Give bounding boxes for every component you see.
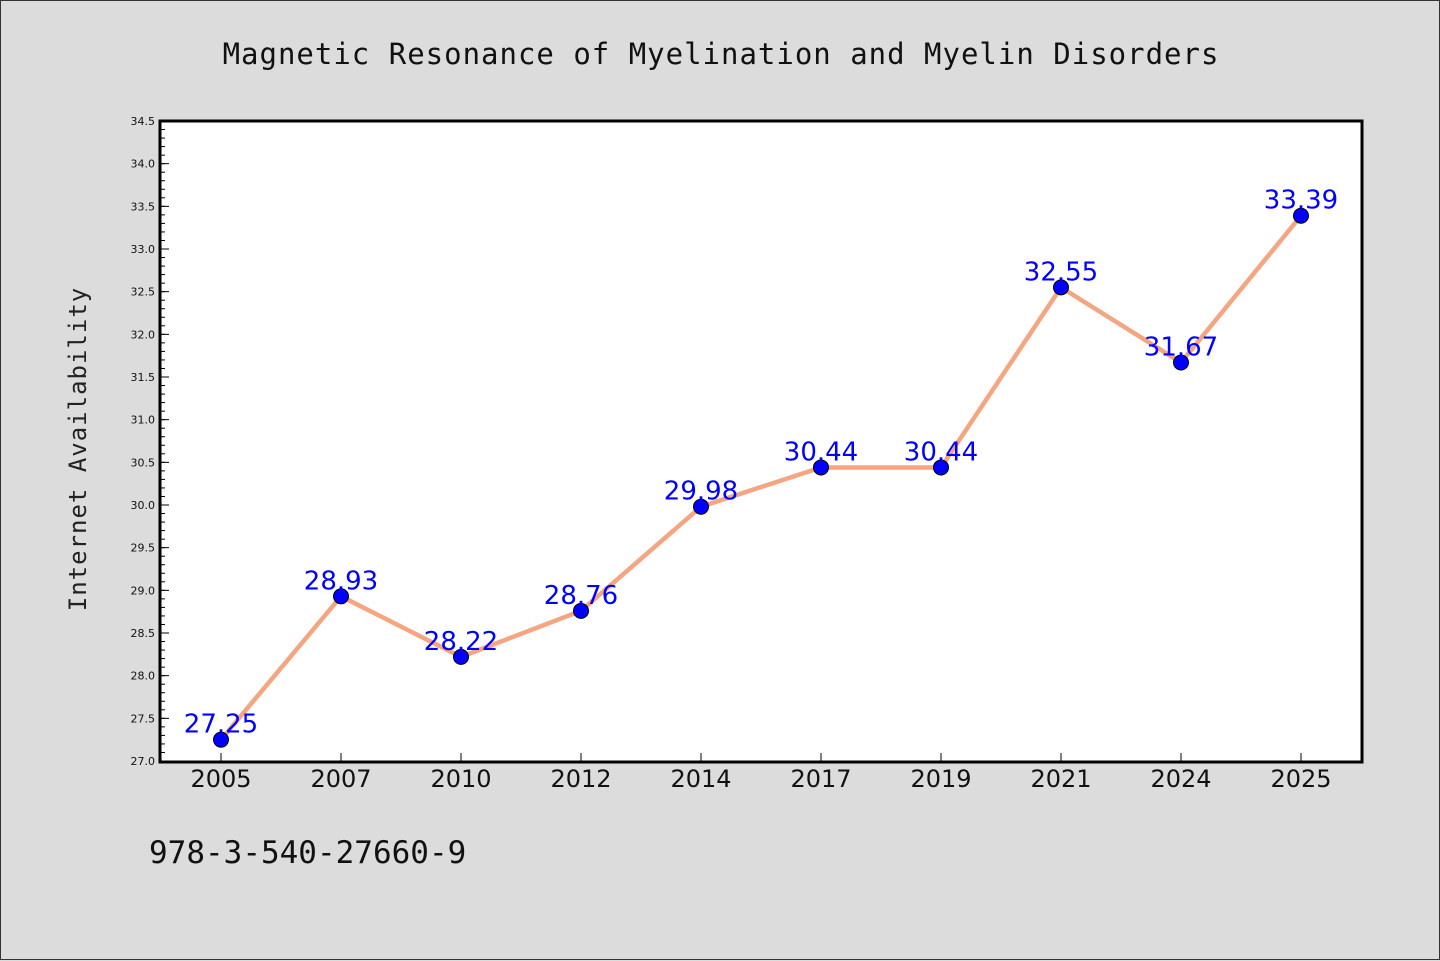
y-tick-label: 29.0 xyxy=(131,584,156,597)
x-tick-label: 2024 xyxy=(1150,765,1211,793)
x-tick-label: 2010 xyxy=(430,765,491,793)
y-tick-label: 31.5 xyxy=(131,371,156,384)
y-tick-label: 28.5 xyxy=(131,627,156,640)
y-tick-label: 31.0 xyxy=(131,414,156,427)
data-point xyxy=(1173,354,1189,371)
data-point xyxy=(813,459,829,476)
series-line xyxy=(219,214,1303,742)
data-label: 30.44 xyxy=(904,437,978,467)
data-label: 27.25 xyxy=(184,710,258,740)
data-label: 32.55 xyxy=(1024,257,1098,287)
x-tick-label: 2021 xyxy=(1030,765,1091,793)
y-tick-label: 27.0 xyxy=(131,755,156,768)
data-label: 33.39 xyxy=(1264,186,1338,216)
series-group xyxy=(213,207,1309,748)
x-tick-label: 2014 xyxy=(670,765,731,793)
data-label: 28.76 xyxy=(544,581,618,611)
data-label: 28.93 xyxy=(304,566,378,596)
data-point xyxy=(453,648,469,665)
data-label: 28.22 xyxy=(424,627,498,657)
plot-area xyxy=(158,119,1364,764)
y-tick-label: 32.5 xyxy=(131,286,156,299)
y-tick-label: 33.5 xyxy=(131,200,156,213)
x-tick-label: 2005 xyxy=(190,765,251,793)
isbn-footnote: 978-3-540-27660-9 xyxy=(149,835,467,871)
y-tick-label: 33.0 xyxy=(131,243,156,256)
y-axis-label: Internet Availability xyxy=(64,287,92,611)
data-point xyxy=(333,588,349,605)
y-tick-label: 32.0 xyxy=(131,328,156,341)
data-point xyxy=(1293,207,1309,224)
y-tick-label: 28.0 xyxy=(131,670,156,683)
x-tick-label: 2019 xyxy=(910,765,971,793)
y-tick-label: 30.0 xyxy=(131,499,156,512)
x-axis-ticks: 2005 2007 2010 2012 2014 2017 2019 2021 2024 2025 xyxy=(190,753,1332,793)
data-label: 30.44 xyxy=(784,437,858,467)
data-point xyxy=(213,731,229,748)
y-tick-label: 30.5 xyxy=(131,456,156,469)
x-tick-label: 2007 xyxy=(310,765,371,793)
y-tick-label: 34.0 xyxy=(131,158,156,171)
y-tick-label: 27.5 xyxy=(131,712,156,725)
data-label: 29.98 xyxy=(664,477,738,507)
y-tick-label: 34.5 xyxy=(131,115,156,128)
x-tick-label: 2025 xyxy=(1270,765,1331,793)
data-point xyxy=(573,602,589,619)
data-point xyxy=(1053,279,1069,296)
x-tick-label: 2012 xyxy=(550,765,611,793)
data-label: 31.67 xyxy=(1144,332,1218,362)
x-tick-label: 2017 xyxy=(790,765,851,793)
data-labels-group: 27.25 28.93 28.22 28.76 29.98 30.44 30.44 32.55… xyxy=(184,186,1338,740)
y-tick-label: 29.5 xyxy=(131,542,156,555)
chart-title: Magnetic Resonance of Myelination and My… xyxy=(223,37,1220,71)
data-point xyxy=(933,459,949,476)
y-axis-ticks: 27.0 27.5 28.0 28.5 29.0 29.5 30.0 30.5 31.0 31.5… xyxy=(131,115,169,768)
data-point xyxy=(693,498,709,515)
